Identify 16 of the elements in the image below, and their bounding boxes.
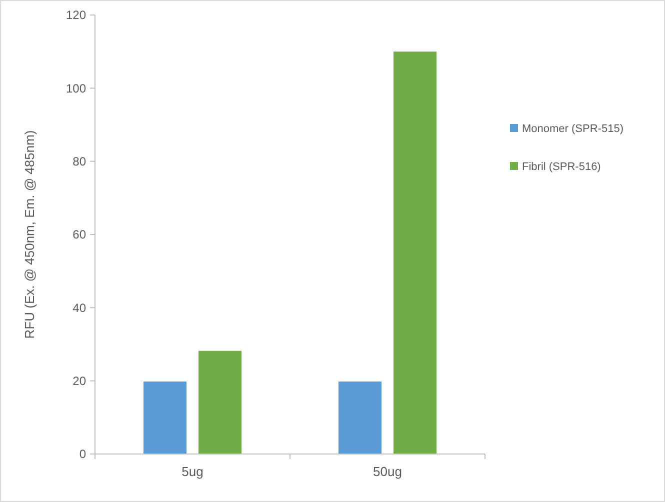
- x-tick-label: 5ug: [182, 464, 204, 479]
- bar: [394, 52, 436, 454]
- legend-label: Monomer (SPR-515): [522, 122, 624, 135]
- bar: [144, 382, 186, 454]
- y-tick-label: 40: [72, 300, 86, 315]
- y-tick-label: 60: [72, 228, 86, 242]
- bar: [338, 382, 382, 454]
- y-tick-label: 20: [72, 374, 86, 388]
- y-tick-label: 80: [72, 154, 86, 169]
- y-tick-label: 120: [66, 8, 86, 22]
- x-tick-label: 50ug: [373, 464, 402, 479]
- y-tick-label: 0: [79, 447, 86, 462]
- bar: [198, 350, 242, 454]
- y-tick-label: 100: [66, 81, 86, 96]
- y-axis-title: RFU (Ex. @ 450nm, Em. @ 485nm): [22, 130, 37, 339]
- legend-label: Fibril (SPR-516): [522, 160, 601, 173]
